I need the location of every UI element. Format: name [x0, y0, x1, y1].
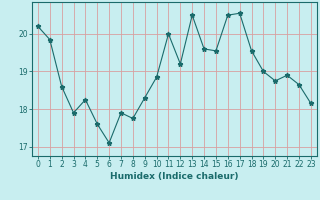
X-axis label: Humidex (Indice chaleur): Humidex (Indice chaleur)	[110, 172, 239, 181]
